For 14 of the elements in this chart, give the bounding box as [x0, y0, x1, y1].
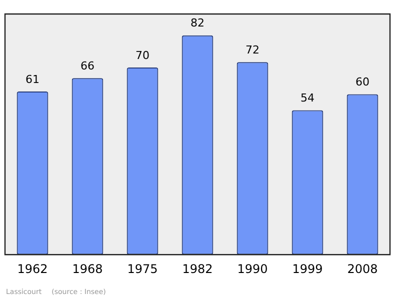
data-label: 54: [300, 92, 314, 105]
data-label: 82: [190, 16, 204, 30]
x-tick-label: 1975: [127, 262, 158, 276]
data-label: 72: [246, 43, 260, 56]
x-tick-label: 1990: [237, 262, 268, 276]
data-label: 70: [136, 48, 150, 62]
x-tick-label: 1999: [292, 262, 323, 276]
x-tick-label: 2008: [347, 262, 378, 276]
data-label: 61: [26, 72, 40, 86]
data-label: 66: [80, 60, 94, 73]
x-tick-label: 1962: [17, 262, 48, 276]
x-tick-label: 1982: [182, 262, 213, 276]
data-label: 60: [356, 76, 370, 89]
x-tick-label: 1968: [72, 262, 103, 276]
